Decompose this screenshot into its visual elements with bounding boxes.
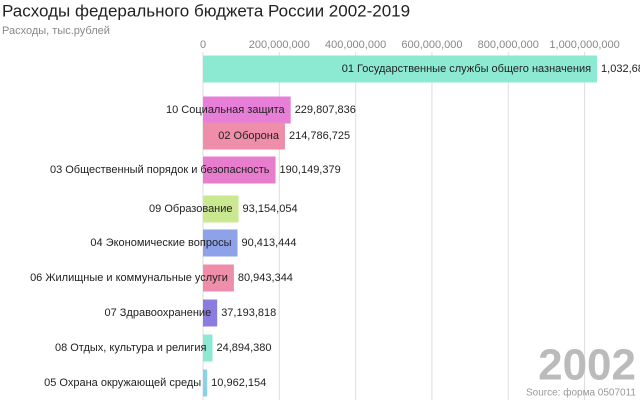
category-label: 06 Жилищные и коммунальные услуги [30, 272, 228, 284]
bar [203, 264, 234, 292]
category-label: 03 Общественный порядок и безопасность [50, 164, 270, 176]
bar [203, 122, 285, 150]
source: Source: форма 0507011 [526, 387, 636, 399]
chart-subtitle: Расходы, тыс.рублей [2, 25, 110, 37]
bar [203, 96, 291, 124]
bar [203, 369, 208, 397]
x-tick-label: 200,000,000 [249, 39, 310, 51]
category-label: 09 Образование [149, 203, 232, 215]
x-tick-label: 800,000,000 [478, 39, 539, 51]
bar [203, 55, 598, 83]
x-tick-label: 1,000,000,000 [549, 39, 619, 51]
bar [203, 229, 238, 257]
x-tick-label: 400,000,000 [325, 39, 386, 51]
value-label: 190,149,379 [280, 164, 341, 176]
value-label: 229,807,836 [295, 104, 356, 116]
x-tick-label: 600,000,000 [401, 39, 462, 51]
bar [203, 156, 276, 184]
category-label: 05 Охрана окружающей среды [44, 377, 201, 389]
value-label: 1,032,68 [601, 63, 640, 75]
value-label: 93,154,054 [243, 203, 298, 215]
value-label: 80,943,344 [238, 272, 293, 284]
category-label: 02 Оборона [218, 130, 280, 142]
bar [203, 299, 218, 327]
category-label: 07 Здравоохранение [105, 307, 212, 319]
value-label: 90,413,444 [241, 237, 296, 249]
value-label: 37,193,818 [221, 307, 276, 319]
chart-title: Расходы федерального бюджета России 2002… [2, 1, 410, 20]
value-label: 10,962,154 [211, 377, 266, 389]
category-label: 08 Отдых, культура и религия [55, 342, 207, 354]
category-label: 01 Государственные службы общего назначе… [342, 63, 591, 75]
category-label: 10 Социальная защита [166, 104, 286, 116]
year-annotation: 2002 [538, 341, 636, 390]
value-label: 24,894,380 [216, 342, 271, 354]
value-label: 214,786,725 [289, 130, 350, 142]
x-tick-label: 0 [200, 39, 206, 51]
category-label: 04 Экономические вопросы [90, 237, 231, 249]
bar [203, 334, 213, 362]
bar [203, 195, 239, 223]
